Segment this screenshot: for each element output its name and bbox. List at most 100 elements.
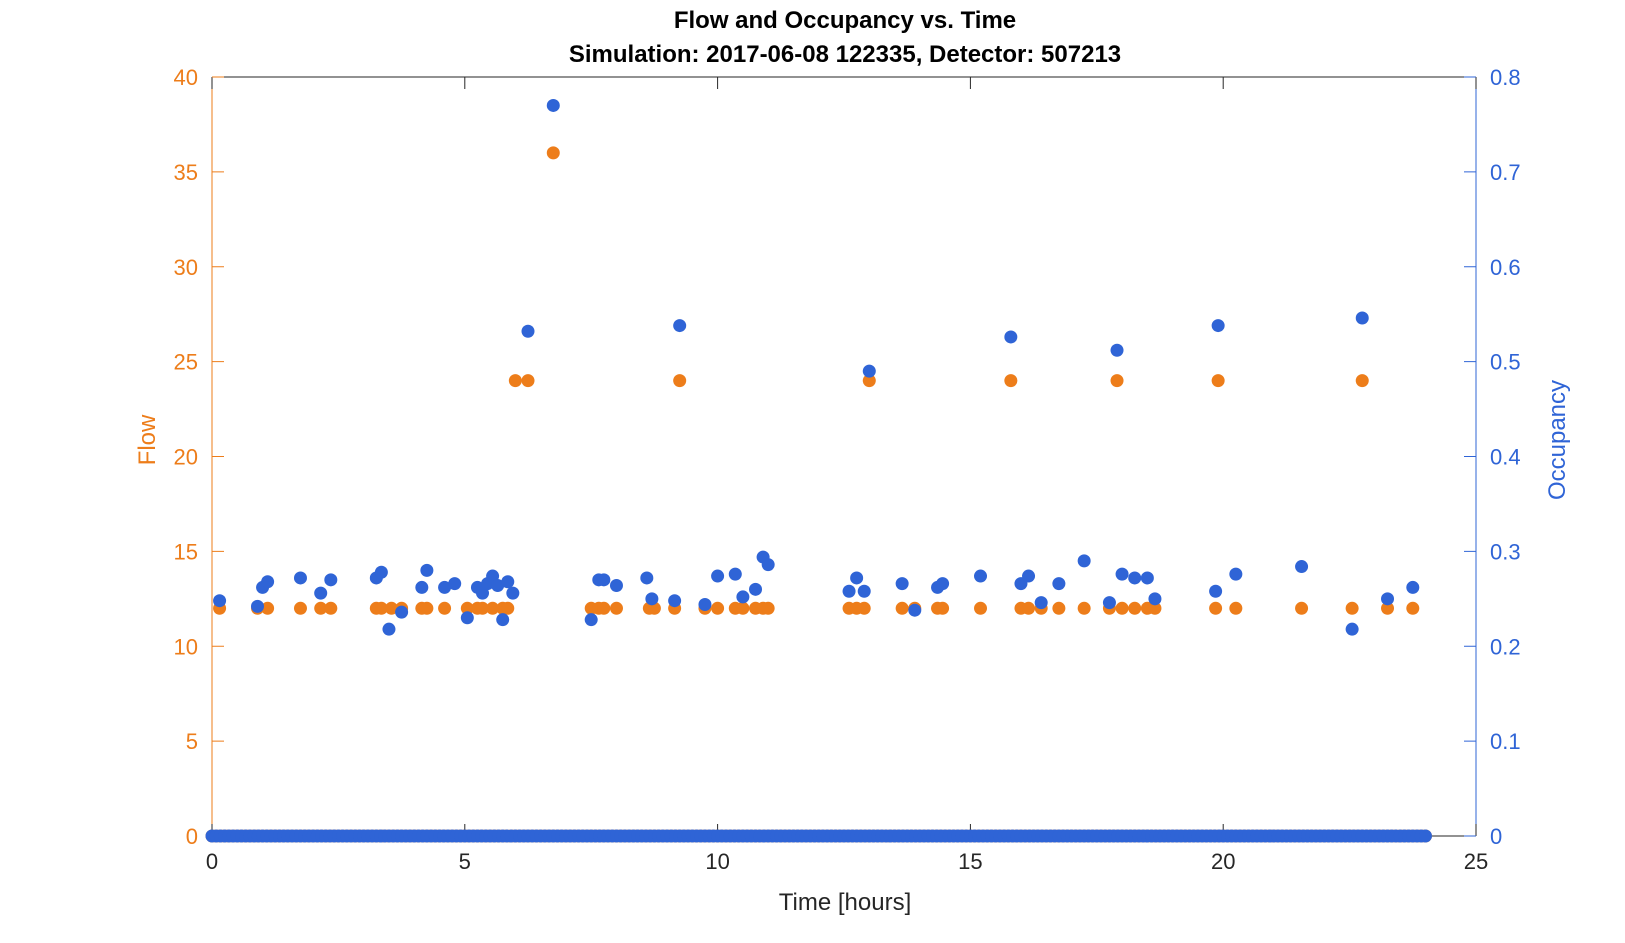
occupancy-point: [1209, 584, 1223, 598]
occupancy-point: [609, 579, 623, 593]
y-left-tick-label: 30: [174, 255, 198, 280]
flow-point: [609, 601, 623, 615]
occupancy-point: [395, 605, 409, 619]
occupancy-point: [460, 611, 474, 625]
flow-point: [314, 601, 328, 615]
occupancy-point: [506, 586, 520, 600]
occupancy-point: [438, 580, 452, 594]
flow-point: [1229, 601, 1243, 615]
occupancy-point: [496, 613, 510, 627]
x-tick-label: 25: [1464, 849, 1488, 874]
occupancy-point: [1022, 569, 1036, 583]
occupancy-point: [1140, 571, 1154, 585]
flow-point: [736, 601, 750, 615]
y-left-tick-label: 40: [174, 65, 198, 90]
occupancy-point: [1229, 567, 1243, 581]
occupancy-point: [382, 622, 396, 636]
occupancy-point: [1355, 311, 1369, 325]
occupancy-point: [213, 594, 227, 608]
y-left-tick-label: 10: [174, 634, 198, 659]
y-left-tick-label: 35: [174, 160, 198, 185]
flow-point: [597, 601, 611, 615]
occupancy-series: [205, 98, 1432, 843]
occupancy-point: [261, 575, 275, 589]
flow-point: [1381, 601, 1395, 615]
occupancy-point: [415, 580, 429, 594]
occupancy-point: [645, 592, 659, 606]
flow-point: [521, 374, 535, 388]
flow-point: [1211, 374, 1225, 388]
occupancy-point: [420, 563, 434, 577]
flow-point: [324, 601, 338, 615]
flow-point: [1052, 601, 1066, 615]
occupancy-point: [736, 590, 750, 604]
flow-point: [1022, 601, 1036, 615]
y-right-tick-label: 0.4: [1490, 445, 1521, 470]
flow-point: [546, 146, 560, 160]
y-left-tick-label: 20: [174, 445, 198, 470]
flow-point: [673, 374, 687, 388]
occupancy-point: [749, 582, 763, 596]
y-right-tick-label: 0.7: [1490, 160, 1521, 185]
y-right-tick-label: 0.1: [1490, 729, 1521, 754]
occupancy-point: [640, 571, 654, 585]
flow-point: [1110, 374, 1124, 388]
occupancy-point: [1295, 560, 1309, 574]
occupancy-point: [1345, 622, 1359, 636]
occupancy-point: [1004, 330, 1018, 344]
occupancy-zero-point: [1418, 829, 1432, 843]
chart-title: Flow and Occupancy vs. Time: [674, 7, 1016, 34]
occupancy-point: [293, 571, 307, 585]
x-tick-label: 10: [705, 849, 729, 874]
occupancy-point: [1102, 596, 1116, 610]
y-axis-right-label: Occupancy: [1544, 380, 1571, 500]
occupancy-point: [584, 613, 598, 627]
occupancy-point: [895, 577, 909, 591]
flow-point: [936, 601, 950, 615]
flow-point: [501, 601, 515, 615]
flow-point: [460, 601, 474, 615]
occupancy-point: [1211, 319, 1225, 333]
flow-point: [761, 601, 775, 615]
flow-point: [508, 374, 522, 388]
flow-point: [1115, 601, 1129, 615]
occupancy-point: [1034, 596, 1048, 610]
y-right-tick-label: 0.3: [1490, 539, 1521, 564]
occupancy-point: [1128, 571, 1142, 585]
flow-point: [486, 601, 500, 615]
flow-point: [420, 601, 434, 615]
occupancy-point: [501, 575, 515, 589]
x-tick-label: 5: [459, 849, 471, 874]
occupancy-point: [1381, 592, 1395, 606]
occupancy-point: [1406, 580, 1420, 594]
flow-point: [384, 601, 398, 615]
x-tick-label: 0: [206, 849, 218, 874]
occupancy-point: [974, 569, 988, 583]
flow-point: [475, 601, 489, 615]
occupancy-point: [1052, 577, 1066, 591]
flow-point: [261, 601, 275, 615]
flow-point: [293, 601, 307, 615]
occupancy-point: [850, 571, 864, 585]
flow-point: [895, 601, 909, 615]
flow-point: [1406, 601, 1420, 615]
occupancy-point: [521, 324, 535, 338]
occupancy-point: [761, 558, 775, 572]
x-axis-ticks: 0 5 10 15 20 25: [206, 77, 1488, 874]
occupancy-point: [908, 603, 922, 617]
flow-point: [1345, 601, 1359, 615]
occupancy-point: [1110, 343, 1124, 357]
occupancy-point: [374, 565, 388, 579]
occupancy-point: [1148, 592, 1162, 606]
flow-point: [1077, 601, 1091, 615]
occupancy-point: [597, 573, 611, 587]
y-right-tick-label: 0: [1490, 824, 1502, 849]
occupancy-point: [698, 598, 712, 612]
y-axis-left-ticks: 0 5 10 15 20 25 30 35 40: [174, 65, 224, 849]
y-right-tick-label: 0.8: [1490, 65, 1521, 90]
flow-point: [1004, 374, 1018, 388]
flow-series: [205, 146, 1432, 843]
occupancy-point: [857, 584, 871, 598]
